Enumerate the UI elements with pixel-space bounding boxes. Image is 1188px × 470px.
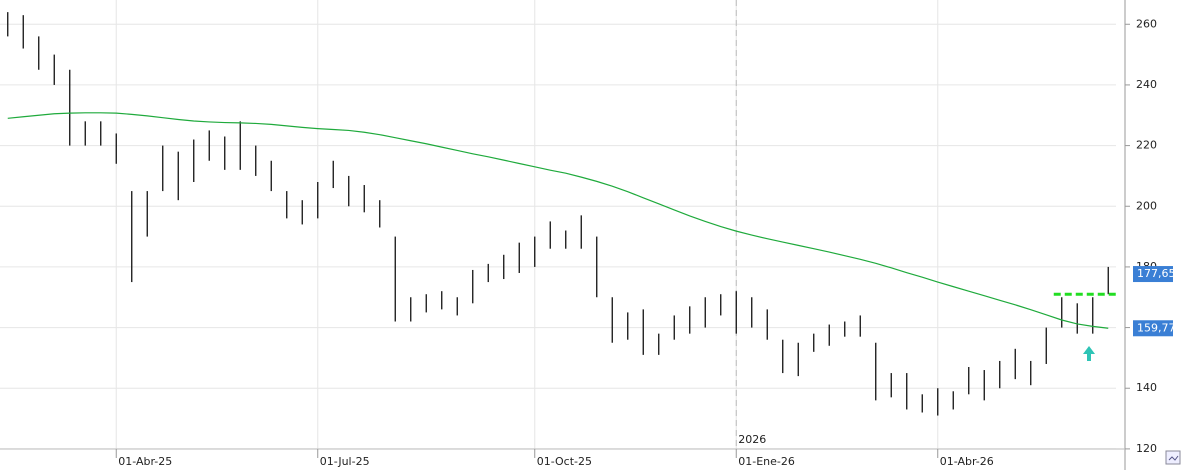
y-tick-label: 220: [1136, 139, 1157, 152]
price-label: 177,65: [1137, 267, 1176, 280]
axes: 12014016018020022024026001-Abr-2501-Jul-…: [115, 17, 1176, 468]
grid: [0, 0, 1125, 450]
y-tick-label: 200: [1136, 199, 1157, 212]
y-tick-label: 260: [1136, 17, 1157, 30]
x-tick-label: 01-Abr-25: [118, 455, 172, 468]
moving-average-line: [7, 112, 1109, 329]
marks: [7, 12, 1116, 416]
y-axis-panel: [1116, 0, 1188, 470]
year-label: 2026: [738, 433, 766, 446]
y-tick-label: 140: [1136, 381, 1157, 394]
price-label: 159,77: [1137, 321, 1176, 334]
x-tick-label: 01-Jul-25: [320, 455, 370, 468]
x-tick-label: 01-Abr-26: [940, 455, 994, 468]
price-label-box: [1133, 266, 1173, 283]
y-tick-label: 240: [1136, 78, 1157, 91]
scale-icon: [1168, 455, 1179, 461]
x-tick-label: 01-Ene-26: [738, 455, 795, 468]
x-tick-label: 01-Oct-25: [537, 455, 592, 468]
signal-arrow: [1083, 346, 1095, 361]
price-label-box: [1133, 320, 1173, 337]
y-tick-label: 120: [1136, 442, 1157, 455]
